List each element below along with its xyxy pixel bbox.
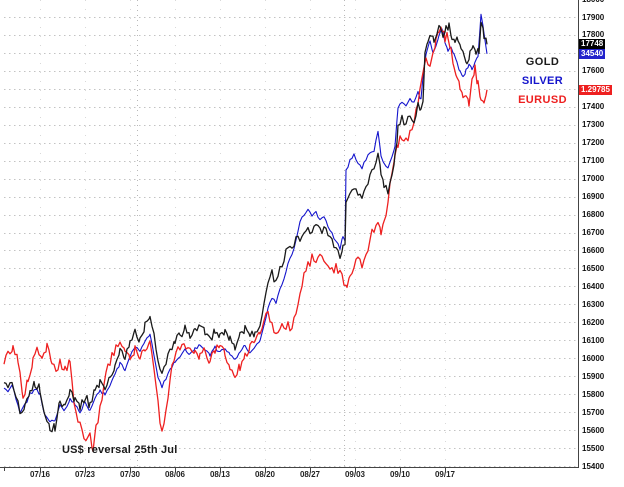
y-axis-label: 15400 — [582, 461, 605, 471]
y-axis-label: 16900 — [582, 192, 605, 202]
eurusd-series-line — [3, 26, 488, 452]
y-axis-label: 16200 — [582, 317, 605, 327]
x-axis-label: 08/20 — [254, 470, 276, 479]
x-axis-label: 07/16 — [29, 470, 51, 479]
y-axis-label: 17400 — [582, 102, 605, 112]
y-axis-label: 15800 — [582, 389, 605, 399]
y-axis-label: 17200 — [582, 138, 605, 148]
y-axis-label: 16400 — [582, 281, 605, 291]
gold-series-line — [3, 21, 488, 433]
y-axis-label: 15600 — [582, 425, 605, 435]
x-axis-label: 09/03 — [344, 470, 366, 479]
x-axis-label: 09/17 — [434, 470, 456, 479]
y-axis-label: 15900 — [582, 371, 605, 381]
x-axis-label: 07/30 — [119, 470, 141, 479]
y-axis-label: 17800 — [582, 30, 605, 40]
plot-area[interactable] — [0, 0, 579, 471]
y-axis-label: 16500 — [582, 263, 605, 273]
y-axis-label: 16700 — [582, 228, 605, 238]
y-axis-label: 17100 — [582, 156, 605, 166]
y-axis-label: 15500 — [582, 443, 605, 453]
gold-price-tag: 17748 — [579, 39, 606, 50]
legend-item-gold: GOLD — [525, 56, 560, 68]
legend-item-eurusd: EURUSD — [518, 94, 567, 106]
y-axis-label: 17600 — [582, 66, 605, 76]
y-axis-label: 16100 — [582, 335, 605, 345]
x-axis-label: 07/23 — [74, 470, 96, 479]
y-axis-label: 17000 — [582, 174, 605, 184]
legend-item-silver: SILVER — [521, 75, 564, 87]
y-axis-label: 15700 — [582, 407, 605, 417]
eurusd-price-tag: 1.29785 — [579, 84, 612, 95]
x-axis-label: 08/27 — [299, 470, 321, 479]
annotation-usd-reversal: US$ reversal 25th Jul — [62, 444, 178, 456]
y-axis-label: 17900 — [582, 12, 605, 22]
silver-price-tag: 34540 — [579, 48, 606, 59]
y-axis-label: 16300 — [582, 299, 605, 309]
y-axis-label: 16800 — [582, 210, 605, 220]
y-axis-label: 17300 — [582, 120, 605, 130]
x-axis-label: 08/06 — [164, 470, 186, 479]
x-axis-label: 08/13 — [209, 470, 231, 479]
y-axis-label: 18000 — [582, 0, 604, 4]
y-axis-label: 16000 — [582, 353, 605, 363]
silver-series-line — [3, 13, 488, 423]
x-axis-label: 09/10 — [389, 470, 411, 479]
y-axis-label: 16600 — [582, 245, 605, 255]
